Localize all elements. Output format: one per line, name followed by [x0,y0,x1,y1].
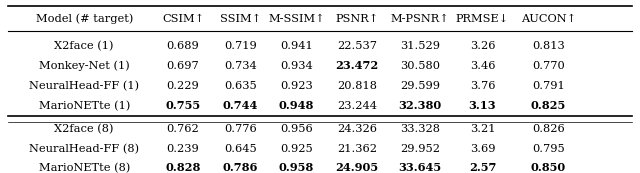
Text: 0.776: 0.776 [224,124,257,134]
Text: 0.956: 0.956 [280,124,313,134]
Text: 29.952: 29.952 [400,144,440,154]
Text: 0.229: 0.229 [166,81,200,91]
Text: 0.734: 0.734 [224,61,257,71]
Text: M-SSIM↑: M-SSIM↑ [268,14,324,24]
Text: 0.791: 0.791 [532,81,564,91]
Text: 3.13: 3.13 [468,100,496,111]
Text: 0.925: 0.925 [280,144,313,154]
Text: 3.21: 3.21 [470,124,495,134]
Text: AUCON↑: AUCON↑ [520,14,576,24]
Text: 33.328: 33.328 [400,124,440,134]
Text: 20.818: 20.818 [337,81,377,91]
Text: 0.762: 0.762 [166,124,200,134]
Text: 23.472: 23.472 [335,60,379,71]
Text: MarioNETte (1): MarioNETte (1) [38,101,130,111]
Text: 30.580: 30.580 [400,61,440,71]
Text: 0.941: 0.941 [280,41,313,51]
Text: 0.813: 0.813 [532,41,564,51]
Text: 32.380: 32.380 [399,100,442,111]
Text: 24.905: 24.905 [335,162,378,173]
Text: 0.697: 0.697 [166,61,200,71]
Text: M-PSNR↑: M-PSNR↑ [390,14,449,24]
Text: 33.645: 33.645 [399,162,442,173]
Text: 0.239: 0.239 [166,144,200,154]
Text: CSIM↑: CSIM↑ [162,14,204,24]
Text: 0.645: 0.645 [224,144,257,154]
Text: PRMSE↓: PRMSE↓ [456,14,509,24]
Text: 3.76: 3.76 [470,81,495,91]
Text: 0.786: 0.786 [223,162,258,173]
Text: 0.744: 0.744 [223,100,258,111]
Text: X2face (1): X2face (1) [54,41,114,51]
Text: 0.770: 0.770 [532,61,564,71]
Text: 3.26: 3.26 [470,41,495,51]
Text: NeuralHead-FF (1): NeuralHead-FF (1) [29,81,140,91]
Text: 0.958: 0.958 [279,162,314,173]
Text: PSNR↑: PSNR↑ [335,14,379,24]
Text: X2face (8): X2face (8) [54,124,114,135]
Text: 24.326: 24.326 [337,124,377,134]
Text: 21.362: 21.362 [337,144,377,154]
Text: 0.923: 0.923 [280,81,313,91]
Text: Model (# target): Model (# target) [36,14,133,24]
Text: 0.635: 0.635 [224,81,257,91]
Text: NeuralHead-FF (8): NeuralHead-FF (8) [29,144,140,154]
Text: 3.69: 3.69 [470,144,495,154]
Text: SSIM↑: SSIM↑ [220,14,261,24]
Text: 0.934: 0.934 [280,61,313,71]
Text: 22.537: 22.537 [337,41,377,51]
Text: MarioNETte (8): MarioNETte (8) [38,163,130,173]
Text: 31.529: 31.529 [400,41,440,51]
Text: Monkey-Net (1): Monkey-Net (1) [39,61,130,71]
Text: 3.46: 3.46 [470,61,495,71]
Text: 0.689: 0.689 [166,41,200,51]
Text: 2.57: 2.57 [469,162,496,173]
Text: 0.755: 0.755 [165,100,200,111]
Text: 0.948: 0.948 [279,100,314,111]
Text: 29.599: 29.599 [400,81,440,91]
Text: 0.828: 0.828 [165,162,201,173]
Text: 0.795: 0.795 [532,144,564,154]
Text: 23.244: 23.244 [337,101,377,111]
Text: 0.825: 0.825 [531,100,566,111]
Text: 0.850: 0.850 [531,162,566,173]
Text: 0.719: 0.719 [224,41,257,51]
Text: 0.826: 0.826 [532,124,564,134]
